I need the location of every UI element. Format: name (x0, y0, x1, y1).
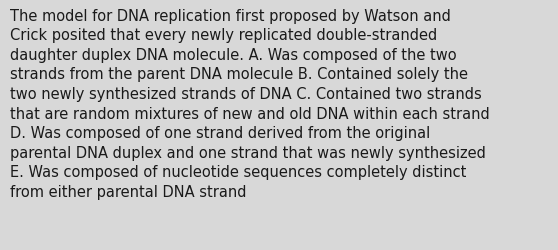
Text: The model for DNA replication first proposed by Watson and
Crick posited that ev: The model for DNA replication first prop… (10, 9, 490, 199)
